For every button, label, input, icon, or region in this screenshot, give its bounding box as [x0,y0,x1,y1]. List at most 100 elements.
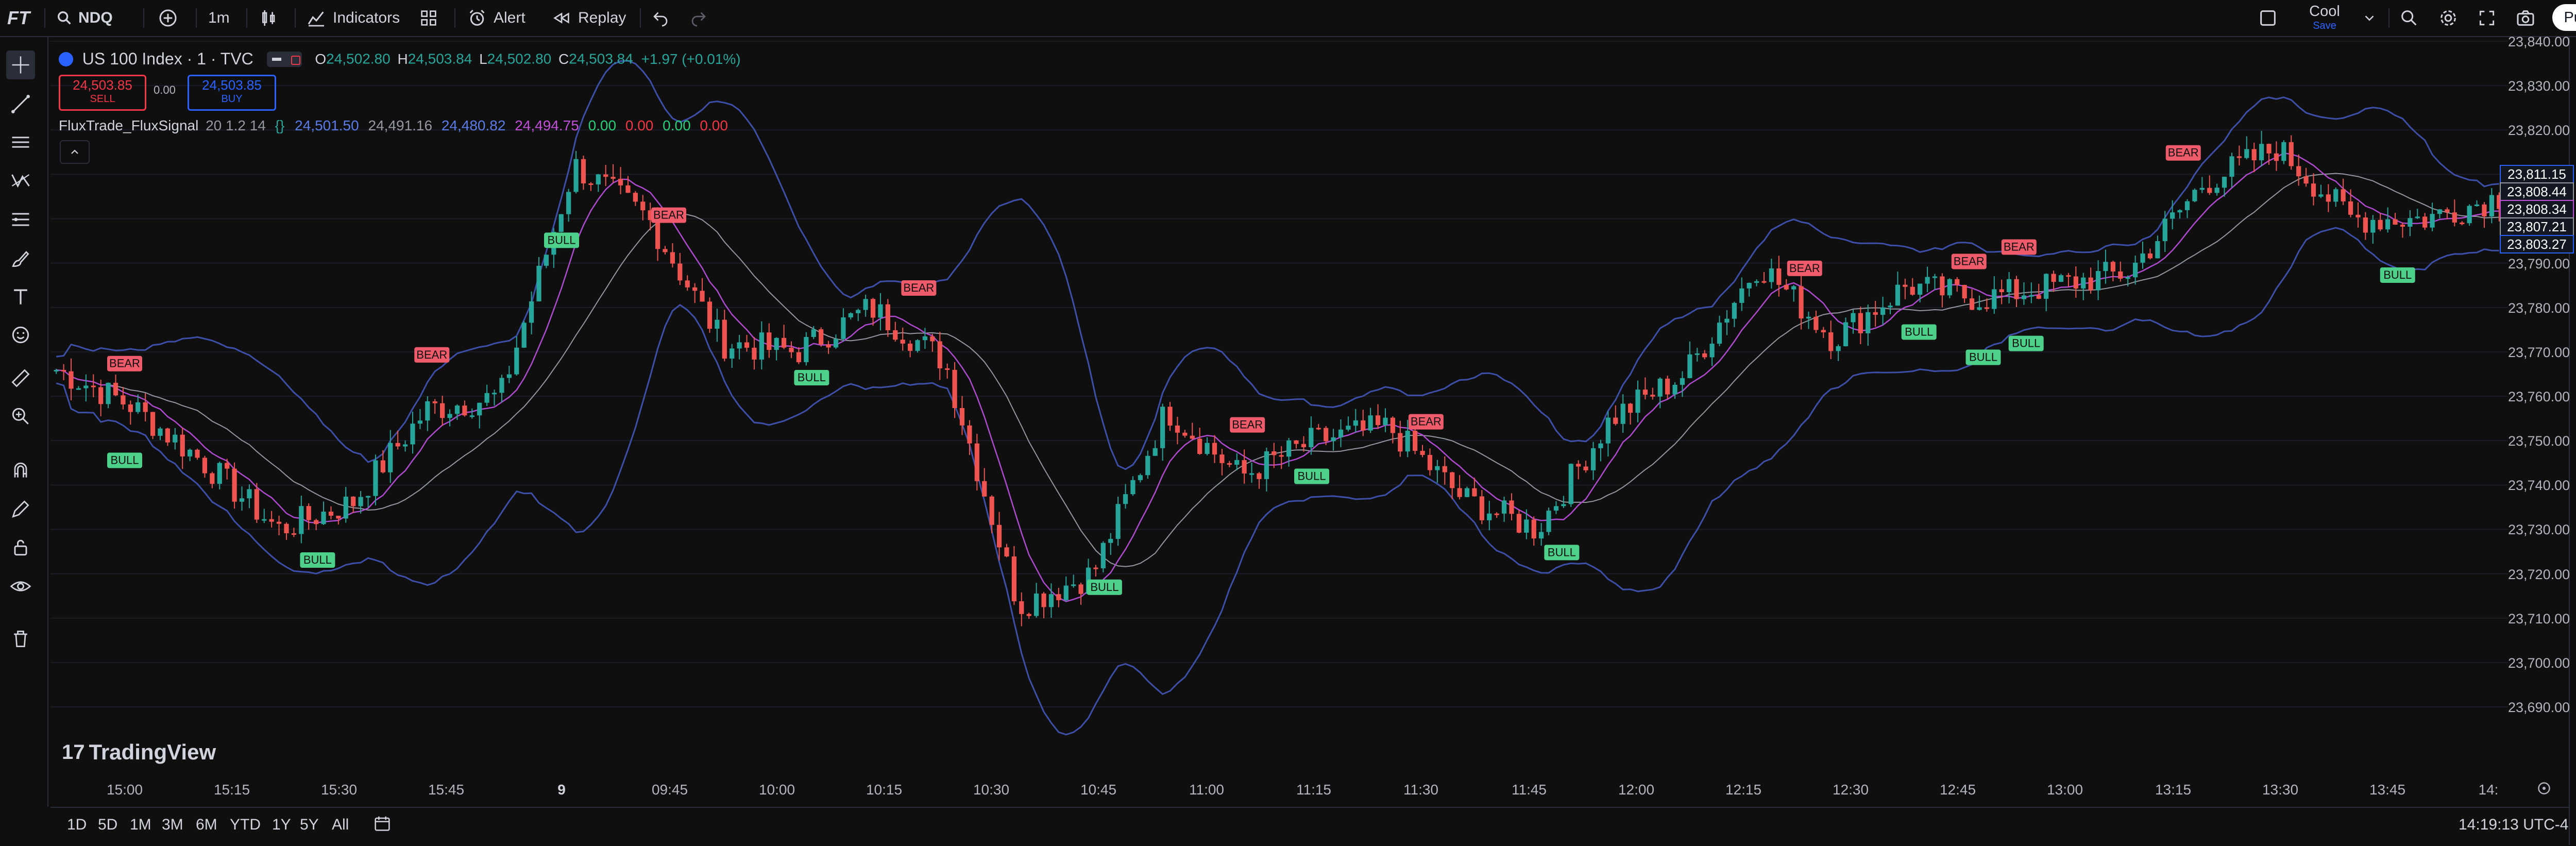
plus-circle-icon [159,9,177,27]
range-button-3m[interactable]: 3M [162,816,183,833]
candle-body [1242,460,1247,474]
quick-search-button[interactable] [2399,0,2419,36]
candle-body [1866,312,1871,333]
candle-body [143,402,148,412]
pattern-tool[interactable] [6,166,35,195]
symbol-legend[interactable]: US 100 Index · 1 · TVC O24,502.80 H24,50… [59,49,741,69]
candle-body [2259,144,2264,161]
candle-body [180,434,185,456]
candle-body [2348,201,2353,215]
collapse-legend-button[interactable] [60,140,90,164]
layout-toggle-button[interactable] [2258,0,2278,36]
signal-text: BULL [110,454,139,467]
axis-settings-button[interactable] [2535,779,2553,800]
undo-button[interactable] [651,0,670,36]
candle-body [2266,144,2272,154]
candle-body [440,403,445,418]
bull-signal: BULL [544,232,579,248]
clock[interactable]: 14:19:13 UTC-4 [2459,816,2569,833]
time-axis-label: 13:45 [2369,782,2406,798]
emoji-tool[interactable] [6,320,35,349]
candle-body [1784,284,1789,290]
sell-button[interactable]: 24,503.85 SELL [59,75,146,111]
alert-button[interactable]: Alert [467,0,526,36]
candle-body [1895,284,1901,306]
app-logo[interactable]: FT [7,7,30,28]
horizontal-lines-tool[interactable] [6,128,35,157]
fib-tool[interactable] [6,205,35,234]
candle-body [314,520,319,524]
candle-body [1324,428,1329,442]
ruler-tool[interactable] [6,364,35,393]
remove-drawings-tool[interactable] [6,624,35,653]
crosshair-tool[interactable] [6,50,35,79]
range-button-1d[interactable]: 1D [67,816,87,833]
indicators-button[interactable]: Indicators [306,0,400,36]
candle-body [1309,428,1314,447]
signal-text: BEAR [1232,418,1263,431]
range-button-5y[interactable]: 5Y [300,816,319,833]
candle-body [1791,286,1797,290]
candle-body [291,533,297,535]
candle-body [967,425,972,444]
indicator-eye-icon[interactable]: {} [275,117,285,133]
candle-body [737,342,742,349]
range-button-ytd[interactable]: YTD [230,816,261,833]
trend-line-tool[interactable] [6,90,35,119]
redo-button[interactable] [689,0,708,36]
fullscreen-button[interactable] [2477,0,2497,36]
range-button-5d[interactable]: 5D [98,816,118,833]
legend-actions[interactable] [266,51,302,67]
chart-type-button[interactable] [259,0,279,36]
divider [2388,8,2389,28]
replay-button[interactable]: Replay [551,0,626,36]
indicator-legend[interactable]: FluxTrade_FluxSignal 20 1.2 14 {} 24,501… [59,117,728,134]
candle-body [128,404,133,412]
candle-body [284,523,289,534]
bull-signal: BULL [1087,579,1122,595]
range-button-1y[interactable]: 1Y [272,816,291,833]
layout-menu-button[interactable] [2362,0,2377,36]
candle-body [1620,403,1625,424]
candle-body [1033,593,1039,616]
price-axis-label: 23,760.00 [2508,389,2570,405]
buy-button[interactable]: 24,503.85 BUY [188,75,276,111]
snapshot-button[interactable] [2515,0,2536,36]
candle-body [870,299,876,318]
candle-body [588,183,594,185]
goto-date-button[interactable] [372,813,393,836]
range-button-all[interactable]: All [332,816,349,833]
range-button-1m[interactable]: 1M [130,816,151,833]
candle-body [1747,283,1752,289]
lock-drawings-tool[interactable] [6,533,35,562]
time-axis-label: 10:45 [1080,782,1117,798]
magnet-tool[interactable] [6,455,35,484]
candle-body [1056,594,1061,600]
candle-body [1628,403,1633,413]
symbol-search-button[interactable]: NDQ [56,0,113,36]
square-icon [2260,10,2276,26]
candle-body [1257,473,1262,479]
zoom-tool[interactable] [6,402,35,431]
candle-body [106,382,111,404]
interval-button[interactable]: 1m [208,9,230,26]
hide-drawings-tool[interactable] [6,572,35,601]
candle-body [2229,156,2234,177]
publish-button[interactable]: Publish [2552,4,2576,31]
layout-name-button[interactable]: Cool Save [2308,3,2341,32]
candle-body [225,463,230,469]
candle-body [841,317,846,339]
compare-button[interactable] [158,0,178,36]
price-chart[interactable]: BULL BEAR BULL BEAR BULL BEAR BULL BEAR BULL BEAR… [50,37,2508,774]
zoom-in-icon [12,408,29,425]
candle-body [1405,431,1410,452]
brush-tool[interactable] [6,244,35,273]
templates-button[interactable] [418,0,439,36]
settings-button[interactable] [2438,0,2459,36]
candle-body [1576,464,1581,467]
stay-in-drawing-mode-tool[interactable] [6,495,35,523]
time-axis-label: 10:00 [758,782,795,798]
text-tool[interactable] [6,282,35,311]
time-axis-label: 11:00 [1189,782,1224,798]
range-button-6m[interactable]: 6M [196,816,217,833]
